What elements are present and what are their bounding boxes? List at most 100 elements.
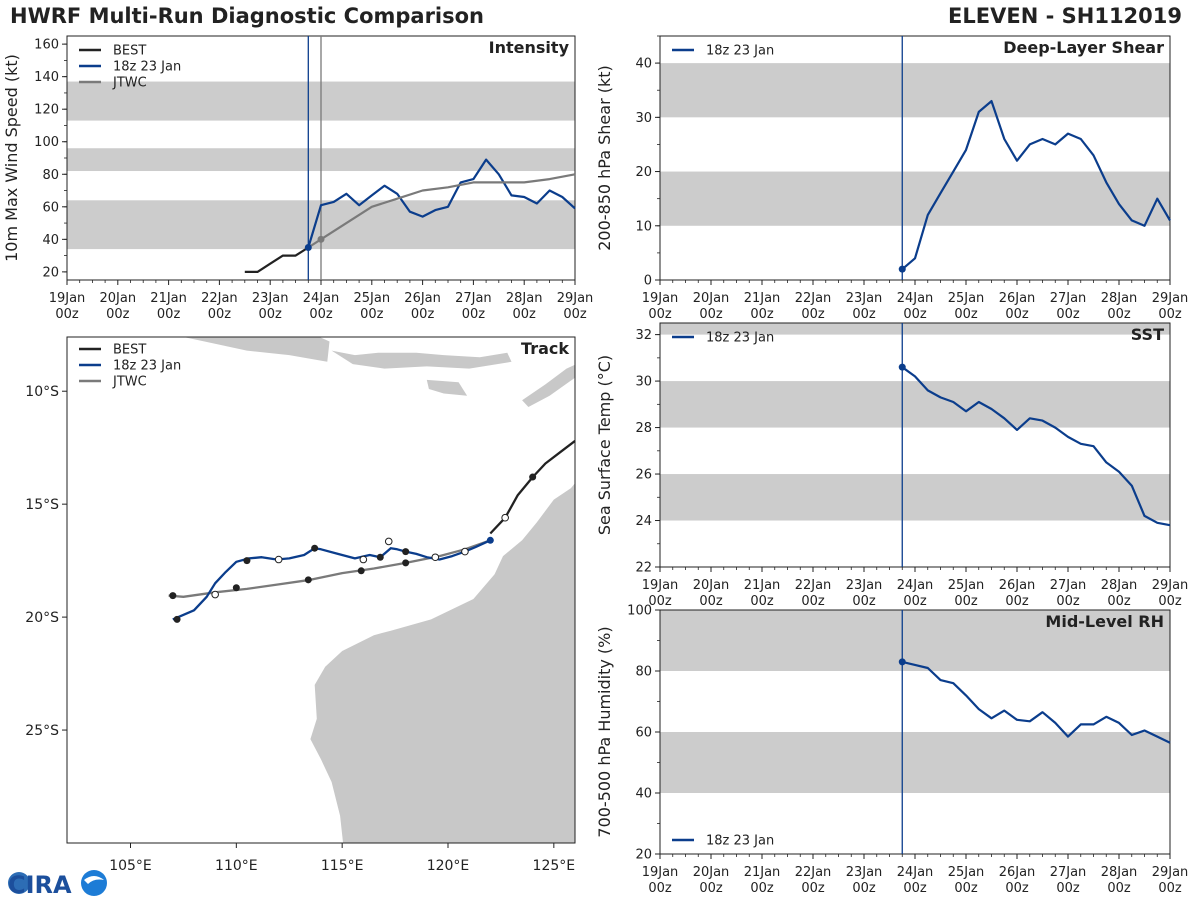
x-tick-sublabel: 00z — [462, 307, 486, 322]
x-tick-label: 27Jan — [1050, 865, 1087, 880]
track-open-marker — [274, 555, 283, 564]
shade-band — [660, 610, 1170, 671]
series-line-best — [244, 246, 309, 273]
panel-title: Deep-Layer Shear — [1003, 38, 1164, 57]
x-tick-sublabel: 00z — [954, 881, 978, 896]
x-tick-label: 26Jan — [999, 865, 1036, 880]
x-tick-sublabel: 00z — [1056, 594, 1080, 609]
x-tick-sublabel: 00z — [903, 881, 927, 896]
x-tick-label: 22Jan — [795, 865, 832, 880]
track-fix-marker — [173, 615, 181, 623]
y-tick-label: 140 — [34, 70, 59, 85]
x-tick-sublabel: 00z — [699, 881, 723, 896]
x-tick-sublabel: 00z — [1107, 881, 1131, 896]
legend: 18z 23 Jan — [672, 834, 774, 849]
x-tick-sublabel: 00z — [648, 594, 672, 609]
legend: 18z 23 Jan — [672, 331, 774, 346]
x-tick-label: 22Jan — [795, 578, 832, 593]
panel-sst: 22242628303219Jan00z20Jan00z21Jan00z22Ja… — [595, 322, 1189, 609]
y-tick-label: 10 — [635, 219, 652, 234]
track-open-marker — [501, 513, 509, 522]
start-point — [317, 235, 325, 243]
series-line-18z-23-jan — [901, 366, 1171, 527]
land-nusa-tenggara — [331, 350, 512, 369]
x-tick-sublabel: 00z — [648, 881, 672, 896]
y-axis-label: 700-500 hPa Humidity (%) — [595, 626, 614, 837]
track-open-marker — [461, 547, 469, 556]
y-tick-label: 60 — [635, 726, 652, 741]
x-tick-sublabel: 00z — [954, 594, 978, 609]
panel-rh: 2040608010019Jan00z20Jan00z21Jan00z22Jan… — [595, 604, 1188, 897]
x-tick-sublabel: 00z — [1005, 881, 1029, 896]
x-tick-label: 29Jan — [1152, 865, 1189, 880]
start-point — [898, 363, 906, 371]
legend: 18z 23 Jan — [672, 44, 774, 59]
lat-label: 25°S — [25, 723, 59, 739]
x-tick-label: 29Jan — [1152, 578, 1189, 593]
x-tick-sublabel: 00z — [208, 307, 232, 322]
track-fix-marker — [311, 544, 319, 552]
legend-label: JTWC — [112, 76, 147, 91]
x-tick-label: 25Jan — [948, 291, 985, 306]
x-tick-sublabel: 00z — [903, 594, 927, 609]
panel-title: Mid-Level RH — [1045, 612, 1164, 631]
y-tick-label: 32 — [635, 328, 652, 343]
x-tick-sublabel: 00z — [954, 307, 978, 322]
lat-label: 15°S — [25, 497, 59, 513]
x-tick-label: 26Jan — [999, 291, 1036, 306]
y-tick-label: 24 — [635, 514, 652, 529]
x-tick-sublabel: 00z — [1056, 307, 1080, 322]
lat-label: 10°S — [25, 384, 59, 400]
track-fix-marker — [169, 592, 177, 600]
legend-label: 18z 23 Jan — [706, 834, 774, 849]
track-open-marker — [359, 555, 368, 564]
x-tick-sublabel: 00z — [1158, 307, 1182, 322]
y-tick-label: 100 — [627, 604, 652, 619]
x-tick-label: 23Jan — [846, 865, 883, 880]
storm-id: ELEVEN - SH112019 — [948, 4, 1182, 28]
x-tick-sublabel: 00z — [157, 307, 181, 322]
y-tick-label: 22 — [635, 561, 652, 576]
x-tick-label: 27Jan — [1050, 291, 1087, 306]
y-tick-label: 20 — [635, 165, 652, 180]
shade-band — [660, 171, 1170, 226]
x-tick-label: 21Jan — [744, 291, 781, 306]
y-tick-label: 26 — [635, 468, 652, 483]
x-tick-sublabel: 00z — [750, 594, 774, 609]
x-tick-sublabel: 00z — [106, 307, 130, 322]
x-tick-label: 23Jan — [846, 291, 883, 306]
x-tick-label: 28Jan — [506, 291, 543, 306]
x-tick-sublabel: 00z — [699, 594, 723, 609]
cira-logo: CIRA — [8, 870, 107, 898]
track-fix-marker — [304, 576, 312, 584]
y-tick-label: 20 — [635, 848, 652, 863]
x-tick-sublabel: 00z — [750, 881, 774, 896]
logo-text: CIRA — [8, 871, 72, 898]
series-line-jtwc — [307, 173, 576, 249]
x-tick-label: 19Jan — [642, 865, 679, 880]
x-tick-label: 24Jan — [897, 578, 934, 593]
start-point — [898, 265, 906, 273]
x-tick-label: 22Jan — [795, 291, 832, 306]
map-frame — [66, 336, 576, 844]
x-tick-label: 27Jan — [455, 291, 492, 306]
track-open-marker — [384, 537, 393, 546]
x-tick-sublabel: 00z — [1056, 881, 1080, 896]
x-tick-sublabel: 00z — [852, 881, 876, 896]
x-tick-label: 24Jan — [897, 865, 934, 880]
x-tick-sublabel: 00z — [411, 307, 435, 322]
y-tick-label: 60 — [42, 200, 59, 215]
land-australia — [310, 483, 575, 843]
x-tick-label: 28Jan — [1101, 865, 1138, 880]
x-tick-label: 27Jan — [1050, 578, 1087, 593]
x-tick-sublabel: 00z — [513, 307, 537, 322]
track-fix-marker — [232, 584, 240, 592]
track-fix-marker — [529, 473, 537, 481]
y-tick-label: 80 — [42, 168, 59, 183]
x-tick-label: 24Jan — [303, 291, 340, 306]
x-tick-label: 24Jan — [897, 291, 934, 306]
panel-title: Track — [521, 339, 569, 358]
x-tick-sublabel: 00z — [1158, 594, 1182, 609]
lon-label: 125°E — [533, 858, 576, 874]
